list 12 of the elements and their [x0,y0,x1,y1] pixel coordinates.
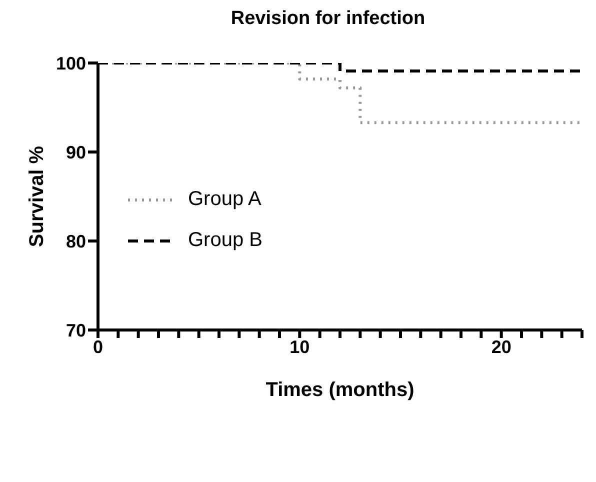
y-axis-title: Survival % [26,146,48,248]
legend-label: Group B [188,229,262,252]
legend-label: Group A [188,188,262,211]
y-tick-label: 80 [66,231,86,252]
x-tick-label: 0 [92,336,104,357]
x-axis-title: Times (months) [266,379,414,401]
y-tick-label: 90 [66,142,86,162]
chart-title: Revision for infection [230,8,426,31]
y-tick-label: 70 [66,320,86,340]
x-tick-label: 20 [491,336,512,357]
x-tick-label: 10 [290,336,310,357]
y-tick-label: 100 [56,53,86,74]
